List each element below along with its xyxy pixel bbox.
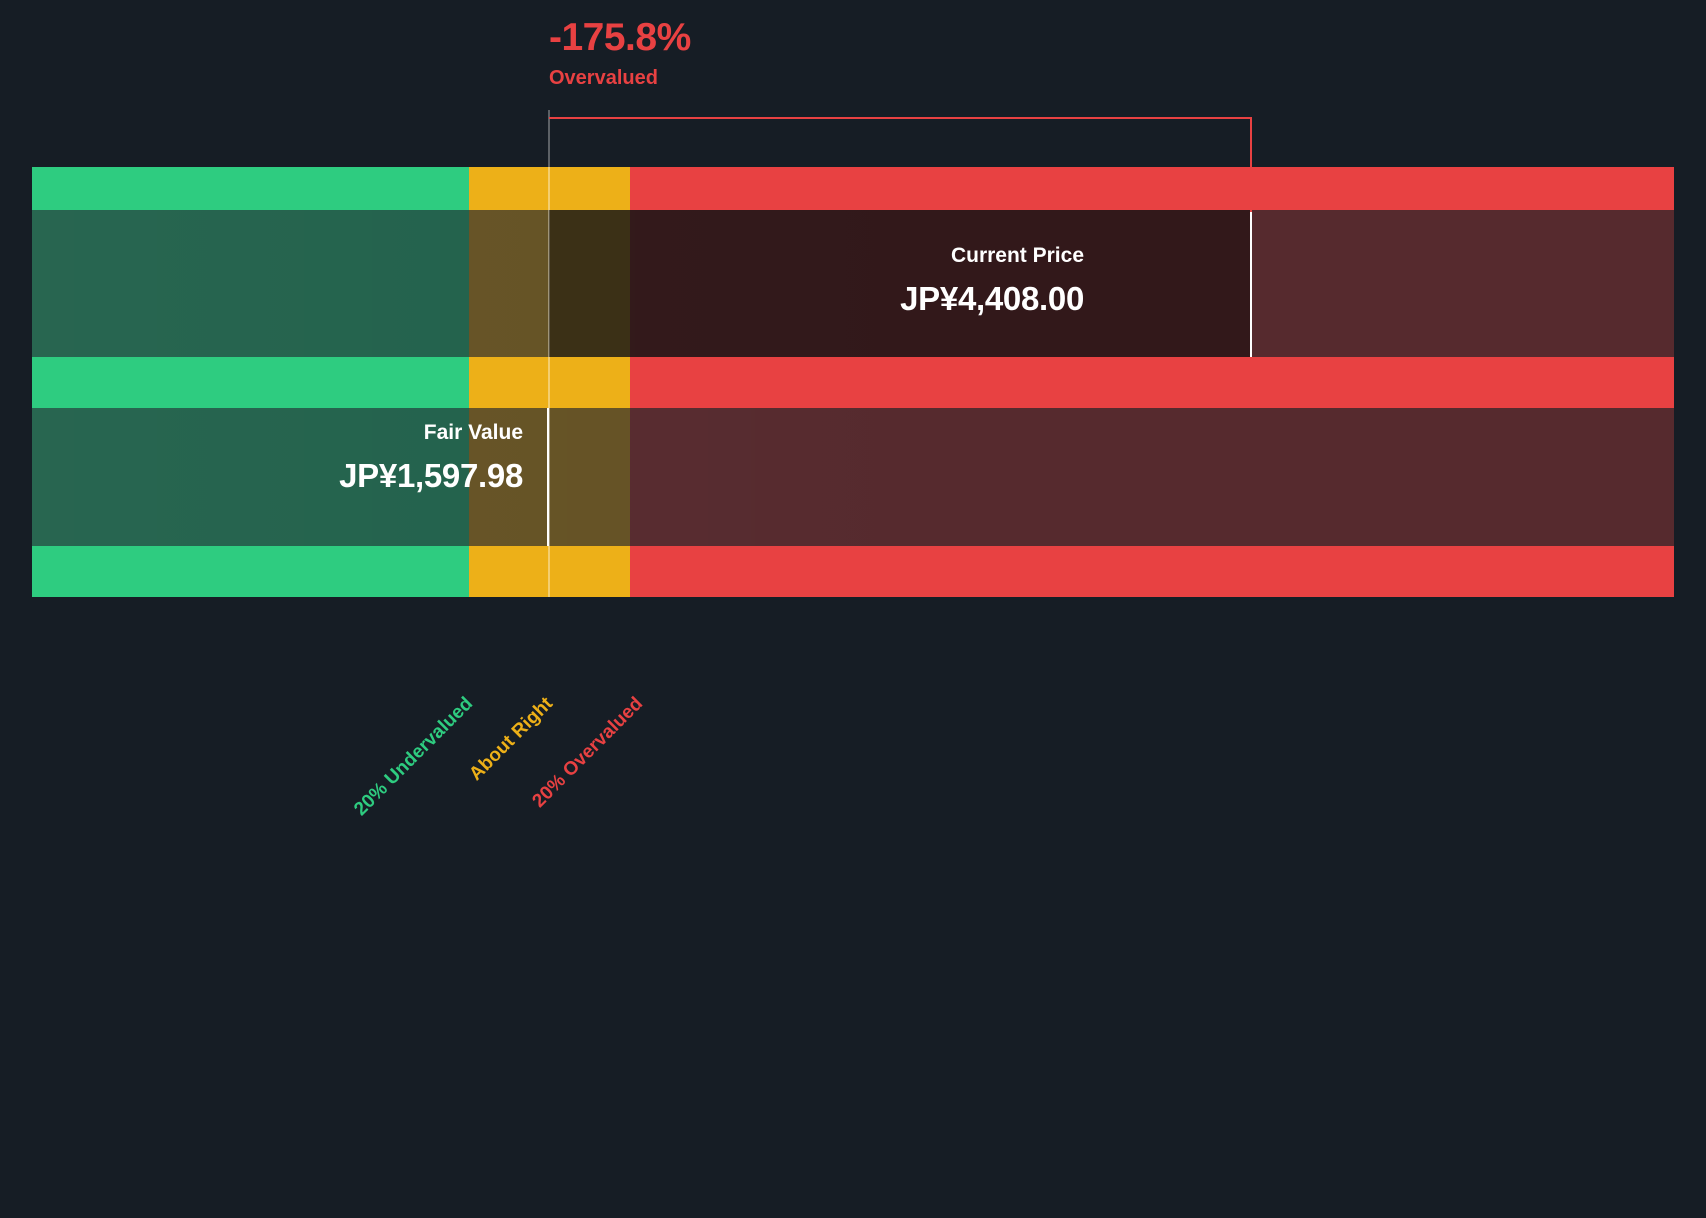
band-about-right xyxy=(469,546,630,597)
axis-tick-labels: 20% Undervalued About Right 20% Overvalu… xyxy=(350,693,647,820)
band-row-middle xyxy=(32,357,1674,408)
band-undervalued xyxy=(32,546,469,597)
band-overvalued xyxy=(630,546,1674,597)
band-undervalued xyxy=(32,167,469,210)
band-row-top xyxy=(32,167,1674,210)
current-price-value: JP¥4,408.00 xyxy=(900,280,1084,317)
fair-value-label: Fair Value xyxy=(423,421,523,444)
current-price-callout: Current Price JP¥4,408.00 xyxy=(900,245,1084,315)
current-price-label: Current Price xyxy=(950,244,1084,267)
band-undervalued xyxy=(32,408,469,546)
band-overvalued xyxy=(630,167,1674,210)
band-about-right xyxy=(469,357,630,408)
fair-value-frame xyxy=(32,408,549,546)
band-undervalued xyxy=(32,210,469,357)
band-row-bottom xyxy=(32,546,1674,597)
axis-tick-about-right: About Right xyxy=(465,693,558,785)
overvalued-threshold-line xyxy=(548,167,550,597)
fair-value-callout: Fair Value JP¥1,597.98 xyxy=(339,422,523,492)
current-price-guide-line xyxy=(548,110,550,167)
current-price-bar xyxy=(549,210,1252,357)
band-about-right xyxy=(469,408,630,546)
band-about-right xyxy=(469,210,630,357)
valuation-percent: -175.8% xyxy=(549,16,691,59)
valuation-status-label: Overvalued xyxy=(549,67,658,89)
band-overvalued xyxy=(630,408,1674,546)
valuation-chart: -175.8% Overvalued xyxy=(32,18,1674,821)
band-overvalued xyxy=(630,357,1674,408)
valuation-headline: -175.8% Overvalued xyxy=(549,18,691,88)
band-overvalued xyxy=(630,210,1674,357)
fair-value-value: JP¥1,597.98 xyxy=(339,457,523,494)
band-about-right xyxy=(469,167,630,210)
band-undervalued xyxy=(32,357,469,408)
